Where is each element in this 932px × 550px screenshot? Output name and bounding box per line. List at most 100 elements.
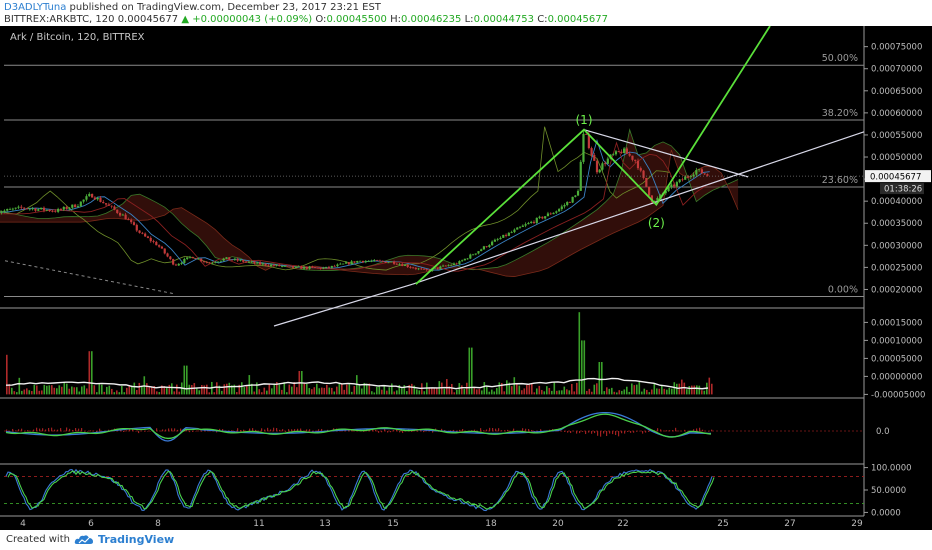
volume-bar [96, 392, 98, 395]
macd-histogram-bar [594, 431, 596, 434]
volume-bar [683, 382, 686, 395]
volume-bar [506, 380, 508, 395]
candle-body [530, 221, 533, 223]
macd-histogram-bar [459, 429, 461, 432]
candle-body [194, 258, 197, 260]
volume-bar [33, 384, 36, 395]
macd-histogram-bar [156, 428, 158, 432]
footer: Created with TradingView [0, 530, 932, 550]
candle-body [359, 260, 362, 262]
volume-bar [256, 382, 258, 395]
macd-histogram-bar [696, 428, 698, 432]
candle-body [17, 206, 20, 208]
support-trendline-extension [273, 283, 413, 327]
macd-histogram-bar [492, 428, 494, 432]
macd-histogram-bar [12, 428, 14, 432]
volume-bar [378, 385, 381, 395]
price-tick-label: 0.00030000 [871, 241, 922, 251]
volume-bar [376, 386, 378, 395]
close-value: 0.00045677 [547, 14, 609, 25]
volume-bar [636, 384, 638, 395]
candle-body [99, 197, 102, 202]
candle-body [216, 261, 220, 263]
volume-bar [623, 389, 626, 395]
tradingview-logo[interactable]: TradingView [74, 533, 174, 546]
macd-histogram-bar [141, 430, 143, 432]
chart-title: Ark / Bitcoin, 120, BITTREX [10, 32, 145, 43]
macd-histogram-bar [291, 429, 293, 432]
macd-histogram-bar [381, 431, 383, 433]
time-axis: 4 6 8 11 13 15 18 20 22 25 27 29 [20, 519, 863, 529]
macd-histogram-bar [672, 430, 674, 432]
macd-histogram-bar [453, 429, 455, 432]
candle-body [191, 256, 194, 259]
candle-body [513, 229, 516, 233]
macd-histogram-bar [201, 431, 203, 432]
volume-bar [108, 385, 111, 395]
candle-body [482, 246, 486, 250]
candle-body [689, 176, 692, 178]
candle-body [205, 261, 208, 263]
volume-bar [331, 387, 333, 395]
macd-histogram-bar [81, 428, 83, 432]
volume-bar [538, 385, 541, 395]
volume-bar [698, 385, 701, 395]
macd-histogram-bar [495, 428, 497, 432]
candle-body [107, 204, 110, 206]
macd-histogram-bar [255, 429, 257, 432]
macd-histogram-bar [21, 428, 23, 432]
candle-body [311, 266, 314, 268]
volume-bar [493, 391, 496, 395]
candle-body [197, 258, 200, 260]
candle-body [463, 258, 466, 261]
candle-body [414, 268, 417, 269]
candle-body [169, 256, 172, 260]
volume-bar [406, 391, 408, 395]
volume-bar [711, 383, 713, 395]
volume-bar [138, 382, 141, 395]
candle-body [381, 260, 384, 262]
candle-body [546, 213, 550, 217]
volume-bar [468, 347, 471, 395]
macd-histogram-bar [222, 429, 224, 432]
volume-bar [233, 384, 236, 395]
candle-body [670, 184, 673, 187]
candle-body [166, 253, 169, 257]
candle-body [639, 168, 642, 171]
macd-histogram-bar [18, 429, 20, 432]
volume-bar [263, 387, 266, 395]
volume-bar [671, 388, 673, 395]
candle-body [74, 204, 77, 208]
candle-body [85, 196, 88, 200]
candle-body [264, 263, 267, 266]
candle-body [174, 264, 178, 266]
volume-bar [101, 384, 103, 395]
candle-body [141, 232, 144, 234]
macd-histogram-bar [186, 429, 188, 432]
candle-body [286, 265, 289, 267]
volume-bar [236, 392, 238, 395]
volume-bar [638, 381, 641, 395]
candle-body [281, 266, 284, 267]
countdown-badge [880, 183, 924, 195]
candle-body [595, 160, 599, 173]
main-price-pane: Ark / Bitcoin, 120, BITTREX 50.00% 38.20%… [0, 26, 865, 517]
volume-bar [333, 391, 336, 395]
volume-bar [561, 390, 563, 395]
candle-body [183, 258, 186, 263]
volume-bar [461, 385, 463, 395]
candle-body [261, 263, 264, 265]
candle-body [625, 148, 628, 154]
candle-body [678, 179, 681, 183]
candle-body [628, 153, 631, 156]
volume-bar [203, 385, 206, 395]
candle-body [270, 264, 273, 266]
author-link[interactable]: D3ADLYTuna [4, 2, 67, 13]
volume-bar [51, 385, 53, 395]
chart-canvas[interactable]: Ark / Bitcoin, 120, BITTREX 50.00% 38.20%… [0, 26, 932, 530]
ohlc-line: BITTREX:ARKBTC, 120 0.00045677 ▲ +0.0000… [4, 13, 608, 26]
volume-bar [441, 382, 443, 395]
volume-bar [663, 388, 666, 395]
volume-bar [158, 392, 161, 395]
candle-body [200, 258, 203, 262]
